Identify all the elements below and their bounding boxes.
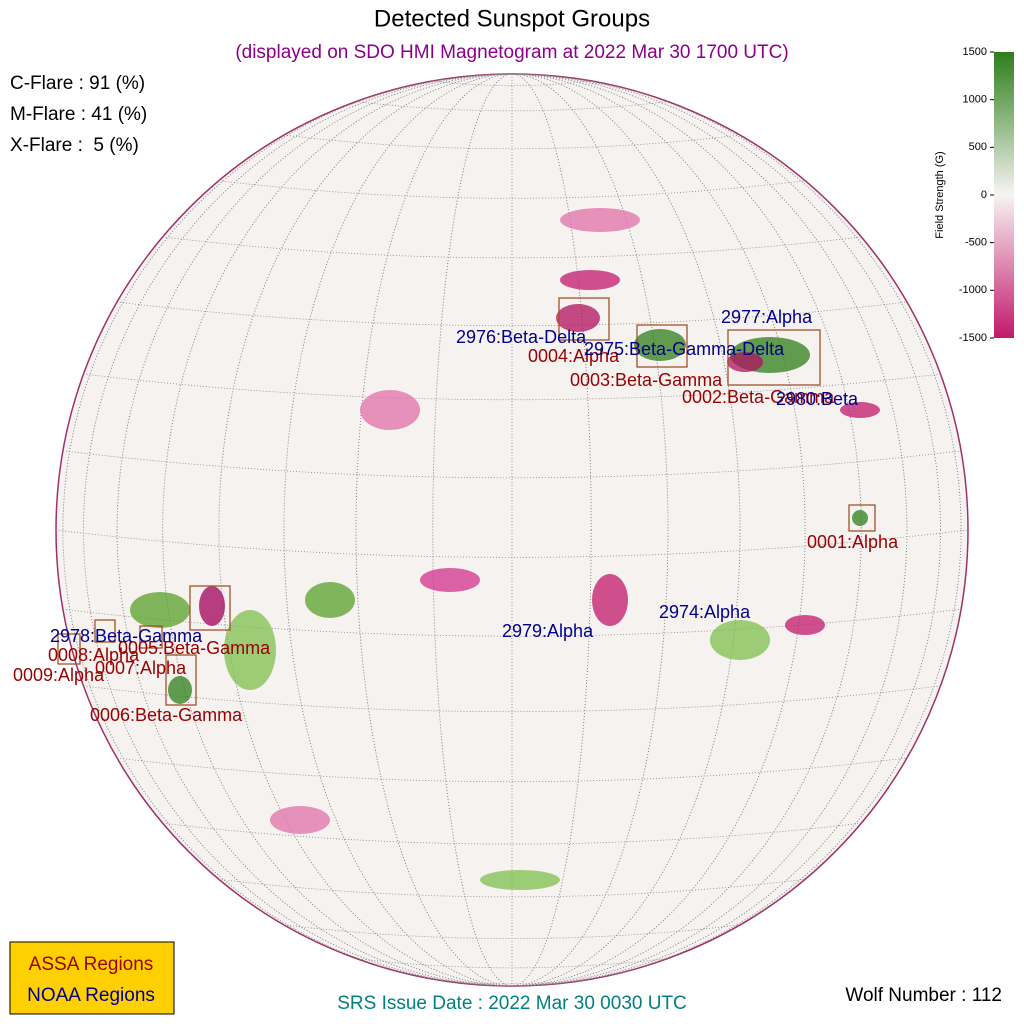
assa-region-label: 0005:Beta-Gamma bbox=[118, 638, 271, 658]
noaa-region-label: 2977:Alpha bbox=[721, 307, 813, 327]
parallel bbox=[83, 373, 941, 401]
parallel bbox=[62, 450, 962, 479]
noaa-region-label: 2979:Alpha bbox=[502, 621, 594, 641]
noaa-region-label: 2978:Beta-Gamma bbox=[50, 626, 203, 646]
meridian bbox=[283, 74, 741, 986]
noaa-region-label: 2980:Beta bbox=[776, 389, 859, 409]
colorbar-tick-label: 1500 bbox=[963, 46, 987, 58]
magnetic-patch bbox=[560, 270, 620, 290]
meridian bbox=[62, 74, 962, 986]
region-box bbox=[848, 504, 876, 532]
assa-region-label: 0002:Beta-Gamma bbox=[682, 387, 835, 407]
parallel bbox=[355, 958, 669, 969]
colorbar-tick-label: -500 bbox=[965, 237, 987, 249]
assa-region-label: 0001:Alpha bbox=[807, 532, 899, 552]
assa-region-label: 0008:Alpha bbox=[48, 645, 140, 665]
parallel bbox=[283, 134, 741, 150]
meridian bbox=[162, 74, 862, 986]
parallel bbox=[83, 685, 941, 713]
magnetic-patch bbox=[592, 574, 628, 626]
assa-region-label: 0007:Alpha bbox=[95, 658, 187, 678]
legend-entry: ASSA Regions bbox=[29, 954, 154, 975]
parallel bbox=[162, 236, 862, 259]
colorbar-label: Field Strength (G) bbox=[934, 151, 946, 238]
magnetic-patch bbox=[360, 390, 420, 430]
region-box bbox=[189, 585, 231, 631]
parallel bbox=[283, 924, 741, 939]
region-box bbox=[57, 633, 81, 665]
meridian bbox=[218, 74, 806, 986]
magnetic-patch bbox=[727, 352, 763, 372]
magnetic-patch bbox=[480, 870, 560, 890]
parallel bbox=[162, 822, 862, 845]
region-box bbox=[558, 297, 610, 341]
flare-probability: X-Flare : 5 (%) bbox=[10, 135, 139, 156]
assa-region-label: 0009:Alpha bbox=[13, 665, 105, 685]
parallel bbox=[117, 301, 907, 327]
colorbar-tick-label: 0 bbox=[981, 189, 987, 201]
region-box bbox=[727, 329, 821, 386]
title: Detected Sunspot Groups bbox=[374, 5, 650, 32]
assa-region-label: 0003:Beta-Gamma bbox=[570, 370, 723, 390]
parallel bbox=[117, 757, 907, 783]
magnetic-patch bbox=[785, 615, 825, 635]
meridian bbox=[83, 74, 941, 986]
noaa-region-label: 2975:Beta-Gamma-Delta bbox=[584, 339, 785, 359]
region-box bbox=[165, 654, 197, 706]
magnetic-patch bbox=[852, 510, 868, 526]
noaa-region-label: 2976:Beta-Delta bbox=[456, 327, 587, 347]
magnetic-patch bbox=[224, 610, 276, 690]
parallel bbox=[432, 978, 592, 985]
magnetic-patch bbox=[634, 329, 686, 361]
colorbar-tick-label: -1500 bbox=[959, 332, 987, 344]
flare-probability: M-Flare : 41 (%) bbox=[10, 104, 147, 125]
magnetic-patch bbox=[420, 568, 480, 592]
region-box bbox=[94, 619, 116, 643]
colorbar-tick-label: 1000 bbox=[963, 94, 987, 106]
parallel bbox=[432, 80, 592, 87]
magnetic-features bbox=[130, 208, 880, 890]
noaa-region-label: 2974:Alpha bbox=[659, 602, 751, 622]
flare-probability: C-Flare : 91 (%) bbox=[10, 73, 145, 94]
meridian bbox=[116, 74, 908, 986]
magnetic-patch bbox=[168, 676, 192, 704]
wolf-number: Wolf Number : 112 bbox=[845, 985, 1002, 1006]
colorbar-tick-label: -1000 bbox=[959, 284, 987, 296]
parallel bbox=[355, 101, 669, 112]
magnetic-patch bbox=[710, 620, 770, 660]
legend-entry: NOAA Regions bbox=[27, 985, 155, 1006]
magnetic-patch bbox=[199, 586, 225, 626]
srs-issue-date: SRS Issue Date : 2022 Mar 30 0030 UTC bbox=[337, 993, 687, 1014]
assa-region-label: 0006:Beta-Gamma bbox=[90, 705, 243, 725]
meridian bbox=[432, 74, 592, 986]
magnetic-patch bbox=[556, 304, 600, 332]
subtitle: (displayed on SDO HMI Magnetogram at 202… bbox=[235, 42, 788, 63]
region-box bbox=[636, 324, 688, 368]
magnetic-patch bbox=[305, 582, 355, 618]
magnetic-patch bbox=[130, 592, 190, 628]
region-box bbox=[139, 625, 163, 649]
legend-box bbox=[9, 941, 175, 1015]
colorbar-tick-label: 500 bbox=[969, 141, 987, 153]
assa-region-label: 0004:Alpha bbox=[528, 346, 620, 366]
heliographic-grid bbox=[56, 74, 968, 986]
magnetic-patch bbox=[560, 208, 640, 232]
magnetic-patch bbox=[840, 402, 880, 418]
parallel bbox=[62, 608, 962, 637]
colorbar bbox=[994, 52, 1014, 338]
meridian bbox=[355, 74, 669, 986]
magnetic-patch bbox=[270, 806, 330, 834]
